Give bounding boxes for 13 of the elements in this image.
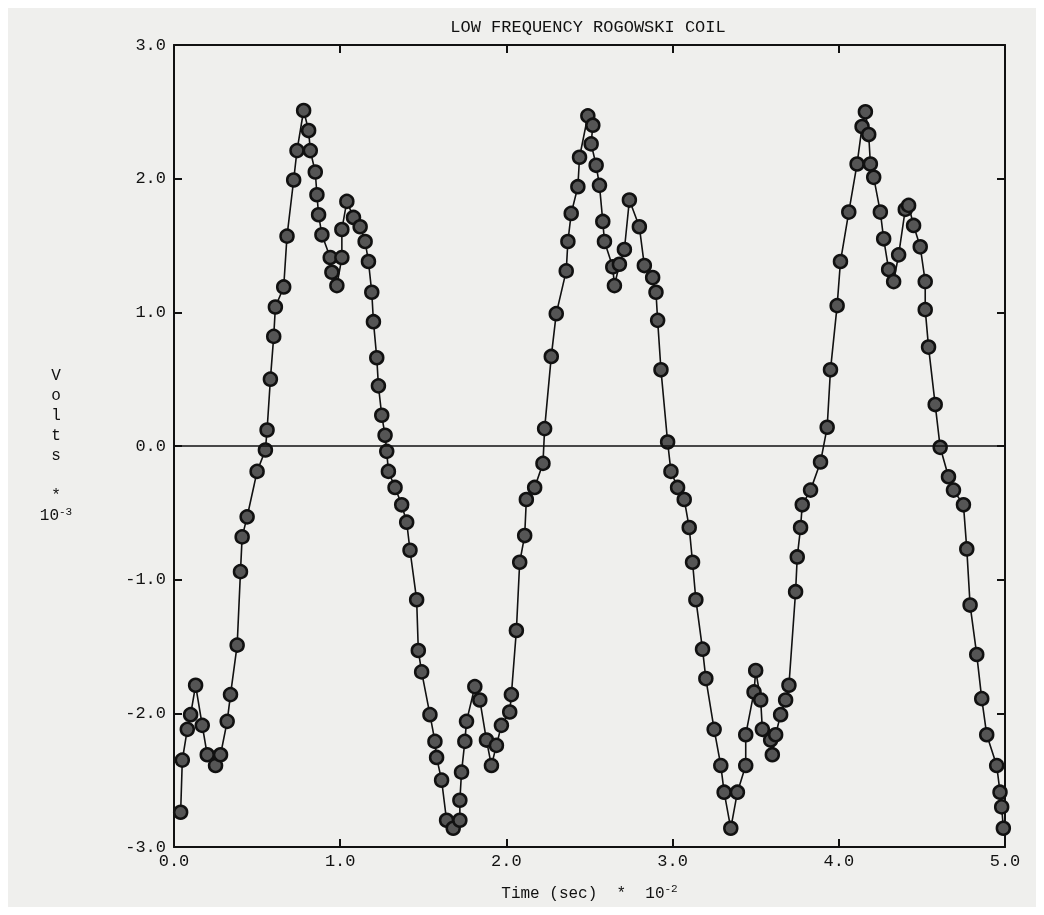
x-tick-label: 0.0	[158, 852, 190, 871]
y-tick-label: 1.0	[135, 302, 166, 322]
x-tick-label: 1.0	[324, 852, 356, 871]
y-tick-label: -2.0	[125, 703, 166, 723]
y-tick-label: 3.0	[135, 35, 166, 55]
x-tick-label: 2.0	[491, 852, 522, 871]
x-tick-label: 5.0	[989, 852, 1021, 871]
x-tick-label: 4.0	[823, 852, 855, 871]
chart-title: LOW FREQUENCY ROGOWSKI COIL	[450, 18, 726, 37]
y-tick-label: 2.0	[135, 169, 166, 189]
y-tick-label: -1.0	[125, 570, 166, 590]
y-tick-label: 0.0	[135, 436, 166, 456]
x-tick-label: 3.0	[657, 852, 688, 871]
